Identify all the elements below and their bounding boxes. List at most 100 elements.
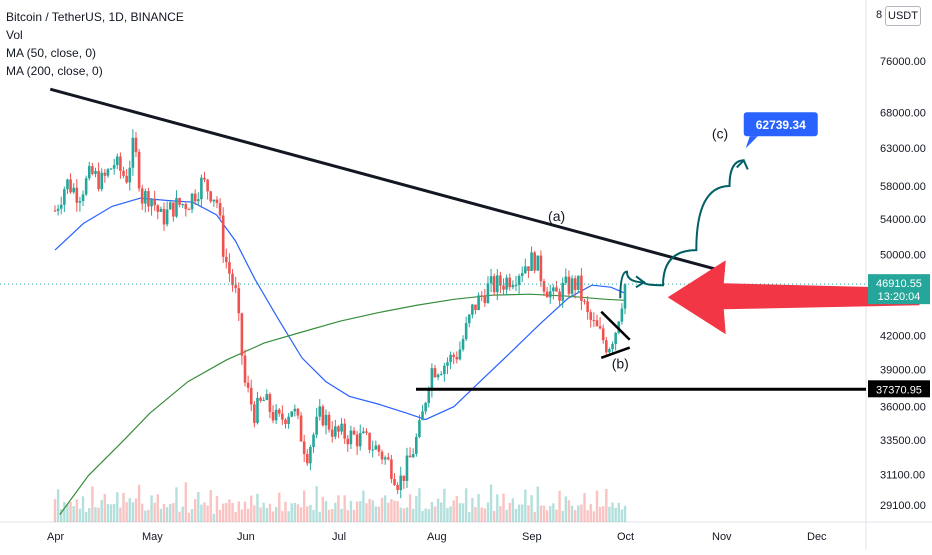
candle-body — [346, 438, 350, 445]
volume-bar — [552, 503, 555, 522]
candle-body — [159, 208, 163, 212]
volume-bar — [56, 489, 60, 522]
candle-body — [87, 166, 91, 179]
volume-bar — [66, 504, 69, 522]
bar-countdown-text: 13:20:04 — [878, 291, 921, 303]
wedge-upper-line[interactable] — [600, 310, 631, 341]
volume-bar — [221, 503, 225, 522]
volume-bar — [299, 507, 303, 522]
candle-body — [374, 445, 378, 450]
chart-legend: Bitcoin / TetherUS, 1D, BINANCE Vol MA (… — [6, 8, 184, 80]
volume-bar — [580, 504, 583, 522]
volume-bar — [555, 509, 558, 522]
candle-body — [81, 194, 85, 202]
candle-body — [483, 296, 487, 303]
volume-bar — [486, 502, 490, 522]
candle-body — [443, 365, 446, 375]
y-tick-label: 33500.00 — [880, 435, 926, 447]
candle-body — [368, 432, 371, 450]
volume-bar — [147, 509, 150, 522]
volume-bar — [355, 501, 359, 522]
volume-bar — [611, 502, 614, 522]
resistance-trendline[interactable] — [49, 87, 726, 274]
volume-bar — [471, 498, 474, 522]
volume-bar — [340, 508, 343, 522]
candle-body — [620, 308, 624, 322]
candle-body — [583, 300, 586, 302]
candle-body — [452, 354, 455, 358]
volume-bar — [446, 508, 449, 522]
candle-body — [165, 209, 169, 225]
target-label-pointer — [745, 136, 758, 149]
candle-body — [533, 252, 536, 271]
volume-bar — [424, 508, 427, 522]
indicator-ma50[interactable]: MA (50, close, 0) — [6, 46, 97, 60]
candle-body — [458, 349, 462, 360]
candle-body — [109, 168, 113, 170]
volume-bar — [172, 502, 175, 522]
volume-bar — [577, 505, 580, 522]
volume-bar — [293, 503, 297, 522]
projection-curve[interactable] — [619, 159, 744, 299]
candle-body — [274, 409, 278, 421]
candle-body — [436, 374, 440, 378]
volume-bar — [88, 508, 91, 522]
volume-bar — [508, 502, 511, 522]
indicator-ma200[interactable]: MA (200, close, 0) — [6, 64, 103, 78]
candle-body — [539, 255, 543, 282]
candle-body — [78, 201, 82, 203]
candle-body — [125, 175, 128, 183]
candle-body — [53, 210, 57, 212]
volume-bar — [184, 482, 188, 522]
volume-bar — [122, 492, 125, 522]
volume-bar — [318, 511, 321, 522]
indicator-volume[interactable]: Vol — [6, 28, 23, 42]
target-price-label[interactable] — [743, 112, 818, 137]
volume-bar — [178, 511, 181, 522]
candle-body — [552, 287, 555, 292]
candle-body — [592, 319, 596, 321]
volume-bar — [141, 503, 144, 522]
candle-body — [168, 202, 172, 210]
candle-body — [408, 455, 412, 458]
volume-bar — [265, 507, 269, 522]
candle-body — [234, 285, 237, 289]
candle-body — [324, 414, 328, 426]
volume-bar — [200, 504, 203, 522]
y-tick-label: 29100.00 — [880, 500, 926, 512]
candle-body — [218, 203, 222, 216]
x-tick-label: Oct — [617, 531, 634, 543]
candle-body — [302, 441, 306, 455]
candle-body — [175, 198, 178, 217]
volume-bar — [290, 503, 293, 522]
x-tick-label: Jul — [332, 531, 346, 543]
candle-body — [570, 278, 574, 294]
wedge-lower-line[interactable] — [600, 346, 631, 360]
volume-bar — [586, 510, 589, 522]
volume-bar — [175, 487, 178, 522]
volume-bar — [153, 502, 156, 522]
candle-body — [150, 198, 153, 207]
candle-body — [63, 189, 66, 205]
volume-bar — [346, 510, 349, 522]
volume-bar — [324, 501, 328, 522]
volume-bar — [492, 510, 496, 522]
volume-bar — [589, 503, 592, 522]
support-price-text: 37370.95 — [876, 384, 922, 396]
volume-bar — [256, 493, 259, 522]
big-red-arrow[interactable] — [667, 260, 920, 335]
volume-bar — [100, 499, 103, 522]
candle-body — [309, 447, 312, 464]
candle-body — [100, 172, 104, 190]
currency-button[interactable]: USDT — [885, 6, 921, 26]
candle-body — [240, 313, 244, 356]
volume-bar — [549, 506, 552, 522]
volume-bar — [131, 502, 135, 522]
x-tick-label: Nov — [712, 531, 732, 543]
candle-body — [362, 431, 365, 434]
candle-body — [315, 416, 318, 435]
candle-body — [56, 208, 60, 211]
volume-bar — [383, 495, 387, 522]
